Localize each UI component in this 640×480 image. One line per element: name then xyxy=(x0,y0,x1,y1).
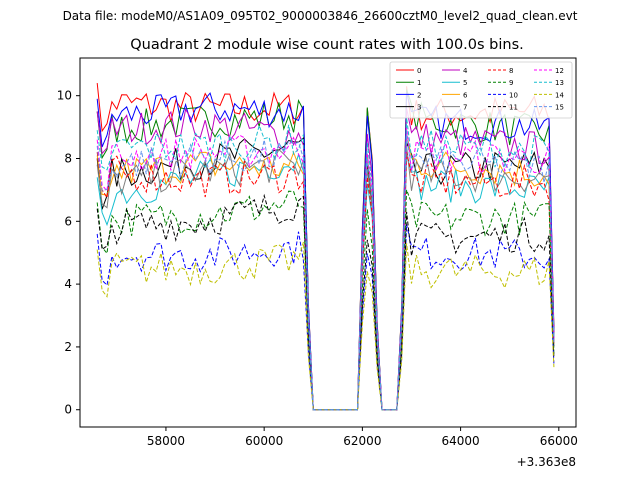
legend-label-0: 0 xyxy=(417,67,421,75)
series-line-10 xyxy=(96,224,555,411)
series-line-14 xyxy=(96,241,555,411)
legend-label-15: 15 xyxy=(555,104,564,112)
series-line-11 xyxy=(96,193,555,411)
plot-frame xyxy=(79,57,577,428)
x-tick-label: 66000 xyxy=(540,434,578,448)
legend-label-7: 7 xyxy=(463,104,467,112)
x-tick-label: 60000 xyxy=(245,434,283,448)
y-tick-label: 10 xyxy=(57,89,72,103)
legend-label-4: 4 xyxy=(463,67,468,75)
legend-label-12: 12 xyxy=(555,67,564,75)
y-tick-label: 0 xyxy=(64,403,72,417)
chart-title: Quadrant 2 module wise count rates with … xyxy=(130,37,524,53)
chart-suptitle: Data file: modeM0/AS1A09_095T02_90000038… xyxy=(63,9,578,23)
legend-label-14: 14 xyxy=(555,91,564,99)
series-line-4 xyxy=(96,108,555,411)
y-tick-label: 8 xyxy=(64,151,72,165)
series-line-9 xyxy=(96,189,555,411)
legend-label-9: 9 xyxy=(509,79,513,87)
series-line-5 xyxy=(96,152,555,411)
y-tick-label: 4 xyxy=(64,277,72,291)
series-line-2 xyxy=(96,92,555,411)
legend-box xyxy=(389,61,573,119)
legend-label-11: 11 xyxy=(509,104,518,112)
x-offset-label: +3.363e8 xyxy=(517,455,576,469)
legend-label-8: 8 xyxy=(509,67,513,75)
series-line-8 xyxy=(96,152,555,411)
series-line-15 xyxy=(96,133,555,411)
x-tick-label: 64000 xyxy=(442,434,480,448)
series-line-6 xyxy=(96,133,555,411)
x-tick-label: 58000 xyxy=(147,434,185,448)
series-line-12 xyxy=(96,127,555,411)
x-tick-label: 62000 xyxy=(343,434,381,448)
legend-label-3: 3 xyxy=(417,104,421,112)
y-tick-label: 6 xyxy=(64,214,72,228)
legend-label-10: 10 xyxy=(509,91,518,99)
y-tick-label: 2 xyxy=(64,340,72,354)
series-line-1 xyxy=(96,89,555,411)
legend-label-13: 13 xyxy=(555,79,564,87)
legend-label-1: 1 xyxy=(417,79,421,87)
legend-label-2: 2 xyxy=(417,91,421,99)
legend-label-5: 5 xyxy=(463,79,467,87)
legend-label-6: 6 xyxy=(463,91,468,99)
